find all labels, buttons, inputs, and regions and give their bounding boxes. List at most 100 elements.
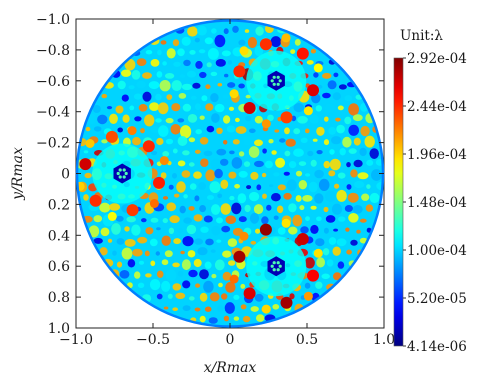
heatmap-cell [305,173,311,177]
heatmap-cell [232,139,240,145]
heatmap-cell [115,215,124,222]
heatmap-cell [221,50,231,57]
heatmap-cell [172,173,177,179]
heatmap-cell [274,129,280,133]
heatmap-cell [227,60,233,65]
heatmap-cell [331,203,343,215]
heatmap-cell [141,218,147,223]
heatmap-cell [193,171,202,179]
heatmap-cell [162,218,168,224]
y-axis-label: y/Rmax [10,147,26,201]
heatmap-cell [246,185,252,190]
heatmap-cell [245,94,251,99]
heatmap-cell [354,180,365,189]
heatmap-cell [177,136,188,146]
heatmap-cell [228,260,236,266]
heatmap-cell [172,283,182,291]
heatmap-cell [261,216,269,225]
heatmap-cell [173,238,181,245]
heatmap-cell [177,227,184,234]
colorbar: 2.92e-04 2.44e-04 1.96e-04 1.48e-04 1.00e-04… [393,28,467,355]
y-tick-label: 0.6 [48,259,70,275]
heatmap-cell [99,202,111,213]
heatmap-cell [177,118,185,123]
heatmap-cell [331,136,342,145]
heatmap-cell [237,193,247,204]
heatmap-cell [305,128,310,134]
heatmap-cell [145,273,152,278]
heatmap-cell [106,106,113,110]
heatmap-cell [365,204,374,212]
heatmap-cell [211,113,220,123]
heatmap-cell [117,80,126,90]
heatmap-cell [224,73,229,78]
hexagon-core-dot [272,268,276,272]
heatmap-cell [248,128,256,134]
heatmap-cell [203,215,213,223]
heatmap-cell [124,58,136,71]
heatmap-cell [229,150,235,155]
heatmap-cell [371,169,382,181]
heatmap-cell [210,158,222,171]
heatmap-cell [322,248,330,256]
heatmap-cell [200,226,209,233]
heatmap-cell [366,159,374,166]
heatmap-cell [156,227,161,231]
heatmap-cell [198,49,206,54]
heatmap-cell [150,260,156,267]
y-tick-label: 0.8 [48,290,70,306]
heatmap-cell [138,104,148,112]
heatmap-cell [169,215,180,224]
heatmap-cell [328,126,337,135]
heatmap-cell [172,148,178,154]
colorbar-unit-label: Unit:λ [400,28,443,44]
heatmap-cell [326,259,334,267]
heatmap-cell [111,223,121,235]
heatmap-cell [347,192,359,203]
heatmap-cell [254,45,264,57]
heatmap-cell [115,105,124,114]
heatmap-cell [310,224,319,234]
hexagon-hotspot [126,204,139,217]
heatmap-cell [316,150,323,155]
heatmap-cell [348,148,357,154]
heatmap-cell [342,136,352,148]
heatmap-cell [353,137,361,146]
heatmap-cell [231,202,242,215]
heatmap-cell [325,190,336,202]
heatmap-cell [122,114,130,123]
heatmap-cell [194,238,203,245]
heatmap-cell [160,172,167,179]
colorbar-tick-label: 1.96e-04 [407,147,467,163]
heatmap-cell [216,239,222,243]
y-axis-ticks: −1.0 −0.8 −0.6 −0.4 −0.2 0 0.2 0.4 0.6 0.8 1.0 [36,12,384,337]
heatmap-cell [172,262,180,268]
heatmap-cell [298,161,307,167]
hexagon-core-dot [124,171,128,176]
heatmap-cell [277,227,286,235]
heatmap-cell [247,37,257,48]
heatmap-cell [194,195,200,202]
heatmap-cell [162,196,169,200]
heatmap-cell [193,214,203,222]
heatmap-cell [288,203,297,213]
heatmap-cell [269,184,274,188]
heatmap-cell [204,261,212,269]
heatmap-cell [136,80,146,89]
hexagon-core-dot [272,82,276,86]
heatmap-cell [286,179,297,191]
heatmap-cell [292,214,303,227]
hexagon-hotspot [233,65,246,78]
heatmap-cell [225,281,236,293]
heatmap-cell [221,225,231,233]
x-axis-ticks: −1.0 −0.5 0 0.5 1.0 [59,19,395,348]
heatmap-cell [250,240,257,245]
heatmap-cell [127,259,136,268]
heatmap-cell [205,169,216,182]
heatmap-cell [243,161,251,167]
heatmap-cell [314,193,324,204]
heatmap-cell [194,149,201,154]
heatmap-cell [352,114,363,122]
heatmap-cell [300,226,309,234]
y-tick-label: −0.4 [36,105,70,121]
